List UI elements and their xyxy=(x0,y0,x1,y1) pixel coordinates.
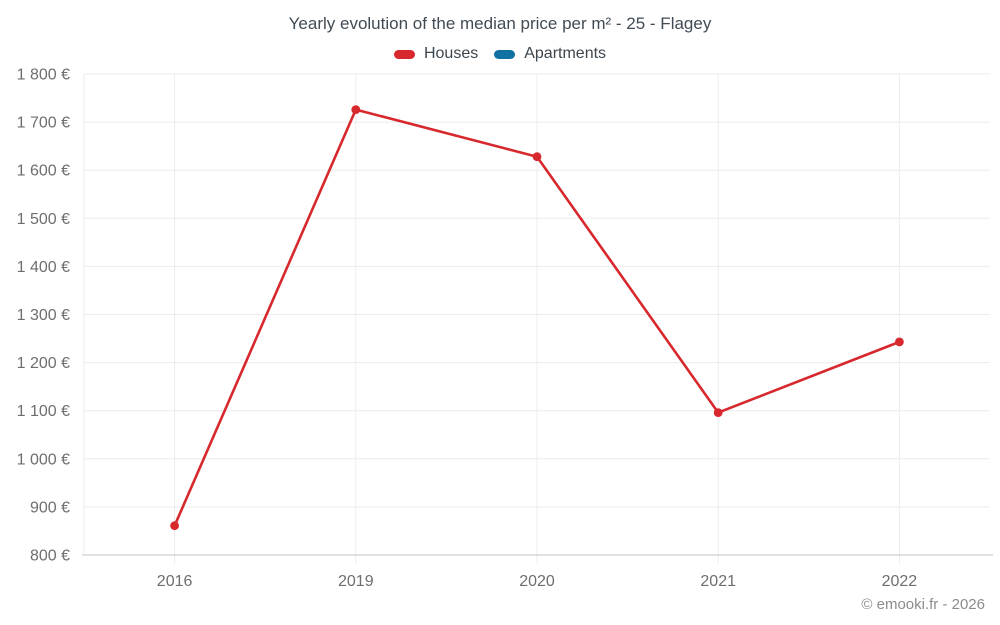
houses-data-point[interactable] xyxy=(713,408,723,417)
legend-item-apartments[interactable]: Apartments xyxy=(494,45,606,63)
x-tick-label: 2019 xyxy=(338,573,374,590)
y-tick-label: 1 400 € xyxy=(17,259,70,276)
legend-label-houses: Houses xyxy=(423,45,479,62)
copyright-note: © emooki.fr - 2026 xyxy=(861,596,985,613)
y-tick-label: 1 100 € xyxy=(17,403,70,420)
apartments-series-swatch-icon xyxy=(494,49,516,59)
x-tick-label: 2022 xyxy=(882,573,918,590)
y-tick-label: 800 € xyxy=(30,548,70,565)
legend: Houses Apartments xyxy=(0,45,1000,63)
y-tick-label: 1 500 € xyxy=(17,211,70,228)
houses-data-point[interactable] xyxy=(895,337,904,347)
x-tick-label: 2021 xyxy=(700,573,736,590)
houses-data-point[interactable] xyxy=(351,105,361,114)
y-tick-label: 1 700 € xyxy=(17,115,70,132)
y-tick-label: 1 300 € xyxy=(17,307,70,324)
houses-data-point[interactable] xyxy=(170,521,180,531)
y-tick-label: 1 800 € xyxy=(17,67,70,84)
legend-label-apartments: Apartments xyxy=(524,45,607,62)
y-tick-label: 1 200 € xyxy=(17,355,70,372)
y-tick-label: 1 000 € xyxy=(17,451,70,468)
legend-item-houses[interactable]: Houses xyxy=(393,45,479,63)
houses-series-swatch-icon xyxy=(393,49,415,59)
y-tick-label: 1 600 € xyxy=(17,163,70,180)
x-tick-label: 2020 xyxy=(519,573,555,590)
houses-data-point[interactable] xyxy=(532,152,542,162)
y-tick-label: 900 € xyxy=(30,499,70,516)
x-tick-label: 2016 xyxy=(157,573,193,590)
chart-title: Yearly evolution of the median price per… xyxy=(288,14,712,33)
